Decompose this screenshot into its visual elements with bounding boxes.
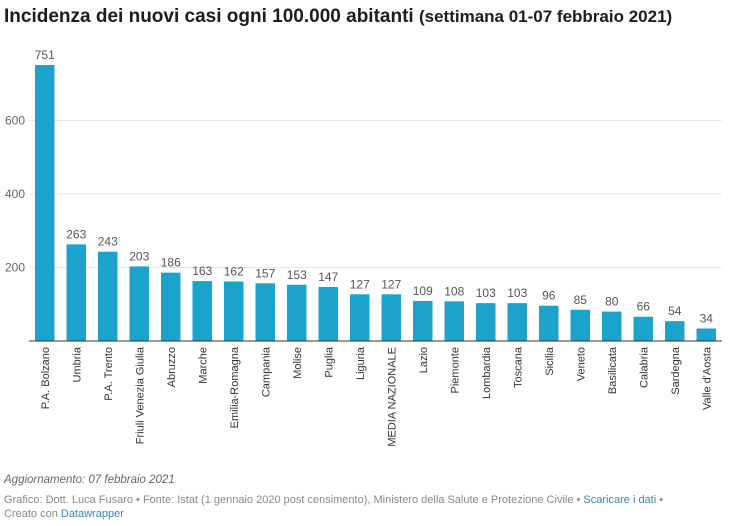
bar-chart: 200 400 600 751 P.A. Bolzano 263 Umbria 243 P.A.… [5, 48, 722, 447]
chart-title: Incidenza dei nuovi casi ogni 100.000 ab… [4, 6, 672, 28]
x-tick-label: Sardegna [670, 346, 682, 395]
x-tick-label: Campania [260, 346, 272, 397]
created-with-line: Creato con Datawrapper [4, 508, 124, 520]
value-label: 157 [255, 266, 275, 280]
bar [444, 301, 464, 341]
download-data-link[interactable]: Scaricare i dati [583, 494, 657, 506]
bar [696, 328, 716, 341]
x-tick-label: Liguria [355, 346, 367, 380]
x-tick-label: Puglia [323, 346, 335, 377]
x-tick-label: Molise [292, 347, 304, 379]
value-label: 147 [318, 270, 338, 284]
x-tick-label: Abruzzo [166, 347, 178, 387]
x-tick-label: Sicilia [544, 346, 556, 376]
x-tick-label: Friuli Venezia Giulia [134, 346, 146, 444]
credits-salute-link[interactable]: Salute [447, 494, 479, 506]
y-tick-label: 400 [5, 187, 25, 201]
x-tick-label: Piemonte [449, 347, 461, 393]
value-label: 109 [413, 284, 433, 298]
credits-pc-link[interactable]: Protezione Civile [490, 494, 574, 506]
bar [224, 281, 244, 341]
x-tick-label: P.A. Bolzano [40, 347, 52, 409]
value-label: 162 [224, 264, 244, 278]
value-label: 243 [98, 235, 118, 249]
value-label: 203 [129, 249, 149, 263]
bar [161, 272, 181, 341]
value-label: 751 [35, 48, 55, 62]
bar [287, 284, 307, 341]
bar [381, 294, 401, 341]
value-label: 103 [476, 286, 496, 300]
value-label: 103 [507, 286, 527, 300]
bar [476, 303, 496, 341]
value-label: 153 [287, 268, 307, 282]
bar [98, 251, 118, 341]
bar [602, 311, 622, 341]
chart-title-main: Incidenza dei nuovi casi ogni 100.000 ab… [4, 6, 414, 27]
credits-and: e [478, 494, 491, 506]
x-tick-label: Calabria [638, 346, 650, 388]
created-with-text: Creato con [4, 508, 61, 520]
y-tick-label: 200 [5, 260, 25, 274]
x-tick-label: Valle d'Aosta [701, 346, 713, 410]
value-label: 127 [381, 277, 401, 291]
x-tick-label: Umbria [71, 346, 83, 382]
credits-separator: • [573, 494, 584, 506]
bar [192, 281, 212, 341]
bar [570, 309, 590, 341]
x-tick-label: Basilicata [607, 346, 619, 394]
value-label: 54 [668, 304, 682, 318]
bar [350, 294, 370, 341]
x-tick-label: Marche [197, 347, 209, 384]
value-label: 163 [192, 264, 212, 278]
value-label: 80 [605, 295, 619, 309]
bar [665, 321, 685, 341]
x-tick-label: Lazio [418, 347, 430, 373]
value-label: 96 [542, 289, 556, 303]
bar [633, 316, 653, 341]
value-label: 263 [66, 227, 86, 241]
value-label: 34 [700, 312, 714, 326]
chart-subtitle: (settimana 01-07 febbraio 2021) [418, 7, 673, 26]
bar [539, 305, 559, 341]
bar [129, 266, 149, 341]
bar [507, 303, 527, 341]
bar [35, 65, 55, 341]
x-tick-label: Lombardia [481, 346, 493, 399]
credits-line: Grafico: Dott. Luca Fusaro • Fonte: Ista… [4, 494, 663, 506]
x-tick-label: Veneto [575, 347, 587, 381]
value-label: 108 [444, 284, 464, 298]
value-label: 127 [350, 277, 370, 291]
credits-end: • [656, 494, 664, 506]
x-tick-label: Toscana [512, 346, 524, 388]
x-tick-label: Emilia-Romagna [229, 346, 241, 428]
x-tick-label: MEDIA NAZIONALE [386, 347, 398, 447]
credits-text: Grafico: Dott. Luca Fusaro • Fonte: Ista… [4, 494, 448, 506]
value-label: 85 [574, 293, 588, 307]
value-label: 66 [637, 300, 651, 314]
bar [413, 300, 433, 341]
bar [255, 283, 275, 341]
datawrapper-link[interactable]: Datawrapper [60, 508, 124, 520]
value-label: 186 [161, 256, 181, 270]
y-tick-label: 600 [5, 113, 25, 127]
update-note: Aggiornamento: 07 febbraio 2021 [4, 474, 175, 486]
bar [66, 244, 86, 341]
bar [318, 286, 338, 341]
x-tick-label: P.A. Trento [103, 347, 115, 401]
